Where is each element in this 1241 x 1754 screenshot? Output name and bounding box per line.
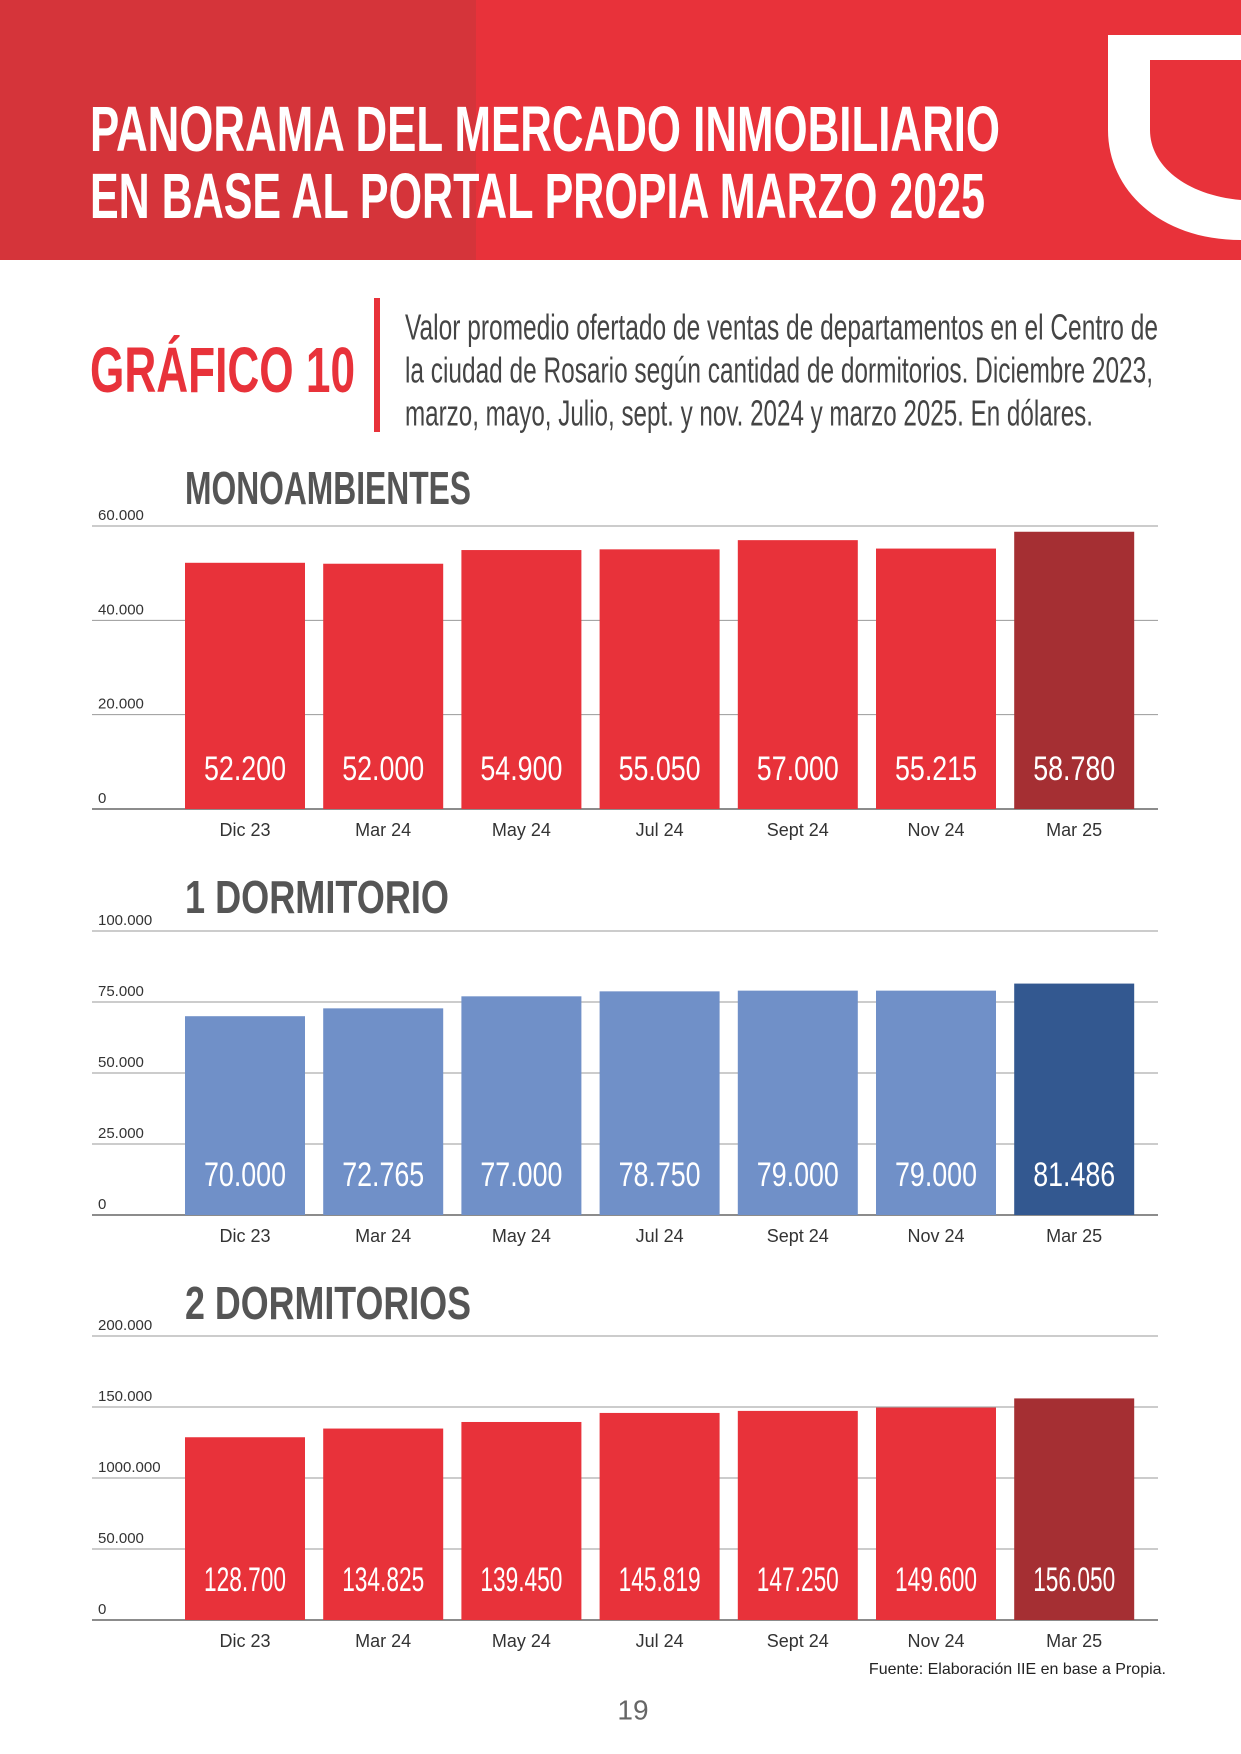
bar bbox=[323, 1428, 444, 1620]
x-tick-label: Sept 24 bbox=[767, 1631, 829, 1651]
x-tick-label: Mar 24 bbox=[355, 1631, 411, 1651]
y-tick-label: 100.000 bbox=[98, 912, 152, 929]
data-label: 149.600 bbox=[895, 1561, 977, 1599]
bar bbox=[185, 562, 305, 809]
x-tick-label: May 24 bbox=[492, 820, 551, 840]
x-tick-label: Dic 23 bbox=[219, 1226, 270, 1246]
x-tick-label: Mar 25 bbox=[1046, 1226, 1102, 1246]
divider bbox=[374, 298, 380, 432]
bar bbox=[461, 550, 582, 809]
header-title: PANORAMA DEL MERCADO INMOBILIARIO bbox=[90, 93, 1000, 165]
bar bbox=[461, 996, 582, 1215]
x-tick-label: Nov 24 bbox=[907, 1631, 964, 1651]
data-label: 81.486 bbox=[1033, 1156, 1115, 1194]
y-tick-label: 20.000 bbox=[98, 696, 144, 713]
header-band-dark bbox=[0, 0, 476, 260]
logo bbox=[1108, 35, 1241, 240]
x-tick-label: Sept 24 bbox=[767, 820, 829, 840]
data-label: 57.000 bbox=[757, 750, 839, 788]
y-tick-label: 75.000 bbox=[98, 983, 144, 1000]
bar bbox=[323, 1008, 444, 1215]
data-label: 54.900 bbox=[480, 750, 562, 788]
y-tick-label: 25.000 bbox=[98, 1125, 144, 1142]
bar bbox=[1014, 531, 1135, 809]
figure-description: Valor promedio ofertado de ventas de dep… bbox=[405, 307, 1158, 348]
bar bbox=[876, 1407, 996, 1620]
x-tick-label: Dic 23 bbox=[219, 1631, 270, 1651]
data-label: 79.000 bbox=[895, 1156, 977, 1194]
y-tick-label: 40.000 bbox=[98, 601, 144, 618]
data-label: 128.700 bbox=[204, 1561, 286, 1599]
x-tick-label: Jul 24 bbox=[636, 820, 684, 840]
x-tick-label: Jul 24 bbox=[636, 1226, 684, 1246]
y-tick-label: 60.000 bbox=[98, 507, 144, 524]
bar bbox=[599, 1412, 720, 1620]
y-tick-label: 0 bbox=[98, 1601, 106, 1618]
y-tick-label: 0 bbox=[98, 1196, 106, 1213]
bar bbox=[599, 549, 720, 809]
x-tick-label: Mar 24 bbox=[355, 820, 411, 840]
data-label: 77.000 bbox=[480, 1156, 562, 1194]
bar bbox=[737, 1410, 858, 1620]
data-label: 134.825 bbox=[342, 1561, 424, 1599]
x-tick-label: Nov 24 bbox=[907, 820, 964, 840]
bar bbox=[1014, 983, 1135, 1215]
bar bbox=[876, 990, 996, 1215]
x-tick-label: Dic 23 bbox=[219, 820, 270, 840]
y-tick-label: 50.000 bbox=[98, 1054, 144, 1071]
x-tick-label: May 24 bbox=[492, 1226, 551, 1246]
bar bbox=[323, 563, 444, 809]
figure-description: la ciudad de Rosario según cantidad de d… bbox=[405, 350, 1153, 391]
x-tick-label: Mar 25 bbox=[1046, 820, 1102, 840]
bar bbox=[185, 1437, 305, 1620]
figure-label: GRÁFICO 10 bbox=[90, 334, 355, 406]
data-label: 147.250 bbox=[757, 1561, 839, 1599]
chart-title: MONOAMBIENTES bbox=[185, 462, 471, 514]
y-tick-label: 50.000 bbox=[98, 1530, 144, 1547]
data-label: 55.050 bbox=[619, 750, 701, 788]
x-tick-label: Sept 24 bbox=[767, 1226, 829, 1246]
chart-title: 2 DORMITORIOS bbox=[185, 1277, 471, 1329]
data-label: 78.750 bbox=[619, 1156, 701, 1194]
data-label: 156.050 bbox=[1033, 1561, 1115, 1599]
y-tick-label: 0 bbox=[98, 790, 106, 807]
bar bbox=[876, 548, 996, 809]
bar bbox=[461, 1421, 582, 1620]
data-label: 70.000 bbox=[204, 1156, 286, 1194]
header-title: EN BASE AL PORTAL PROPIA MARZO 2025 bbox=[90, 160, 985, 232]
y-tick-label: 1000.000 bbox=[98, 1459, 161, 1476]
x-tick-label: Mar 24 bbox=[355, 1226, 411, 1246]
bar bbox=[185, 1016, 305, 1215]
x-tick-label: Nov 24 bbox=[907, 1226, 964, 1246]
data-label: 55.215 bbox=[895, 750, 977, 788]
x-tick-label: May 24 bbox=[492, 1631, 551, 1651]
data-label: 52.000 bbox=[342, 750, 424, 788]
figure-description: marzo, mayo, Julio, sept. y nov. 2024 y … bbox=[405, 393, 1093, 434]
bar bbox=[737, 990, 858, 1215]
source: Fuente: Elaboración IIE en base a Propia… bbox=[869, 1661, 1166, 1678]
bar bbox=[599, 991, 720, 1215]
data-label: 58.780 bbox=[1033, 750, 1115, 788]
bar bbox=[1014, 1398, 1135, 1620]
y-tick-label: 150.000 bbox=[98, 1388, 152, 1405]
page-number: 19 bbox=[617, 1694, 648, 1725]
data-label: 52.200 bbox=[204, 750, 286, 788]
data-label: 139.450 bbox=[480, 1561, 562, 1599]
data-label: 79.000 bbox=[757, 1156, 839, 1194]
x-tick-label: Jul 24 bbox=[636, 1631, 684, 1651]
data-label: 72.765 bbox=[342, 1156, 424, 1194]
y-tick-label: 200.000 bbox=[98, 1317, 152, 1334]
data-label: 145.819 bbox=[619, 1561, 701, 1599]
chart-title: 1 DORMITORIO bbox=[185, 871, 449, 923]
x-tick-label: Mar 25 bbox=[1046, 1631, 1102, 1651]
bar bbox=[737, 540, 858, 809]
